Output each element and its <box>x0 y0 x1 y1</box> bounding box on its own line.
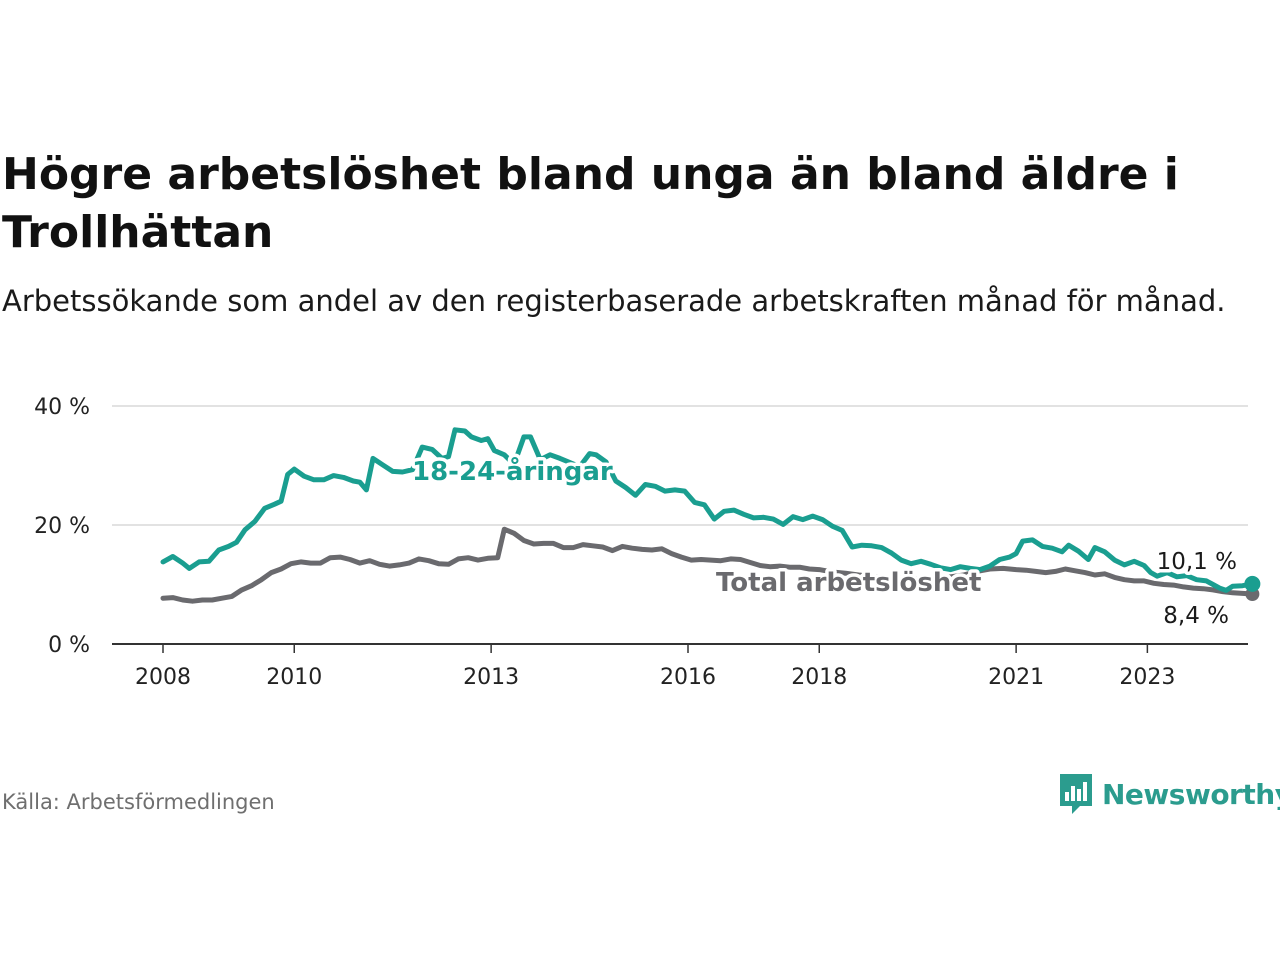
y-tick-label: 40 % <box>34 395 90 420</box>
series-label-youth: 18-24-åringar <box>412 455 613 487</box>
x-tick-label: 2021 <box>988 665 1044 690</box>
end-label-youth: 10,1 % <box>1157 549 1237 575</box>
x-tick-label: 2013 <box>463 665 519 690</box>
y-tick-label: 0 % <box>48 633 90 658</box>
x-tick-label: 2016 <box>660 665 716 690</box>
gridlines <box>112 405 1248 526</box>
series-line-youth <box>160 427 1255 593</box>
end-label-total: 8,4 % <box>1163 603 1229 629</box>
line-chart: 0 %20 %40 %2008 2010 2013 2016 2018 2021 2023 … <box>34 395 1261 690</box>
x-tick-label: 2010 <box>266 665 322 690</box>
source-note: Källa: Arbetsförmedlingen <box>2 790 275 814</box>
end-label-youth-halo: 10,1 % <box>1157 549 1237 575</box>
x-tick-label: 2008 <box>135 665 191 690</box>
y-tick-label: 20 % <box>34 514 90 539</box>
series-line-total <box>160 526 1255 604</box>
x-tick-label: 2018 <box>791 665 847 690</box>
x-tick-label: 2023 <box>1119 665 1175 690</box>
newsworthy-logo-icon <box>1060 774 1092 814</box>
series <box>160 427 1261 604</box>
series-label-total: Total arbetslöshet <box>716 568 981 598</box>
axes: 0 % 20 % 40 % 2008 2010 2013 2016 2018 2021 2023 <box>34 395 1248 690</box>
end-point-youth <box>1244 575 1261 592</box>
end-label-total-halo: 8,4 % <box>1163 603 1229 629</box>
chart-title: Högre arbetslöshet bland unga än bland ä… <box>2 149 1179 258</box>
newsworthy-logo: Newsworthy <box>1058 772 1280 816</box>
series-label-total-halo: Total arbetslöshet <box>716 568 981 598</box>
chart-subtitle: Arbetssökande som andel av den registerb… <box>2 284 1226 318</box>
series-label-youth-halo: 18-24-åringar <box>412 455 613 487</box>
brand-name: Newsworthy <box>1102 777 1280 811</box>
